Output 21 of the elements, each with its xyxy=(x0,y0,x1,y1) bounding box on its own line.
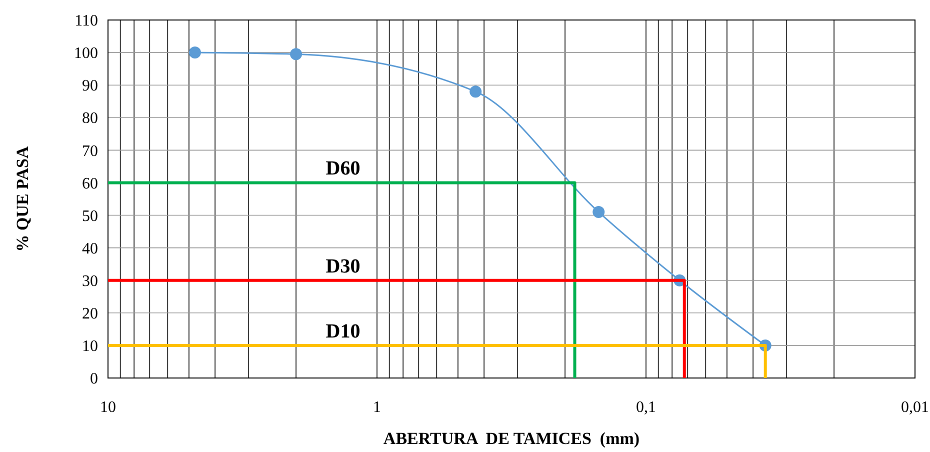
y-tick-label: 20 xyxy=(82,306,98,323)
series-label: D30 xyxy=(326,255,360,278)
x-tick-label: 1 xyxy=(373,399,381,416)
y-tick-label: 90 xyxy=(82,78,98,95)
y-tick-label: 70 xyxy=(82,142,98,160)
y-tick-label: 50 xyxy=(82,208,98,225)
y-tick-label: 60 xyxy=(82,175,98,192)
y-tick-label: 10 xyxy=(82,338,98,356)
y-tick-label: 80 xyxy=(82,110,98,128)
x-axis-title: ABERTURA DE TAMICES (mm) xyxy=(383,429,640,448)
x-tick-label: 0,1 xyxy=(636,399,656,416)
y-tick-label: 40 xyxy=(82,240,98,258)
series-label: D60 xyxy=(326,158,360,180)
x-tick-label: 0,01 xyxy=(901,399,929,416)
y-tick-label: 110 xyxy=(74,12,98,30)
y-tick-label: 100 xyxy=(74,45,98,62)
y-tick-label: 30 xyxy=(82,272,98,290)
series-label: D10 xyxy=(326,320,360,342)
x-tick-label: 10 xyxy=(100,399,116,416)
y-tick-label: 0 xyxy=(90,370,98,388)
y-axis-title: % QUE PASA xyxy=(13,146,32,252)
